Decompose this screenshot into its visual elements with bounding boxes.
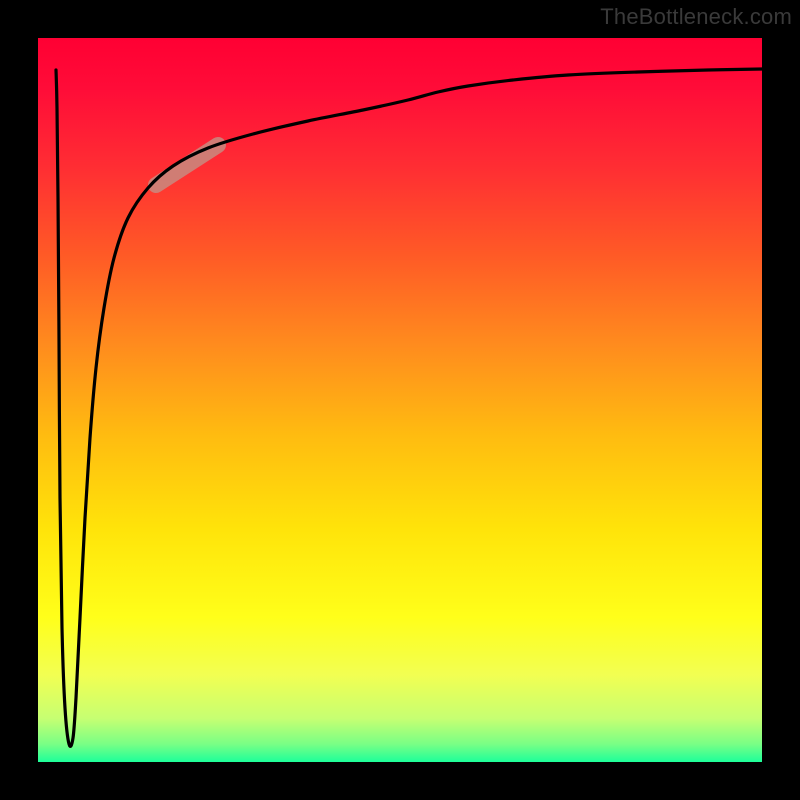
bottleneck-curve: [56, 69, 762, 746]
curve-layer: [38, 38, 762, 762]
highlight-segment: [156, 145, 218, 185]
plot-area: [38, 38, 762, 762]
watermark-text: TheBottleneck.com: [600, 4, 792, 30]
